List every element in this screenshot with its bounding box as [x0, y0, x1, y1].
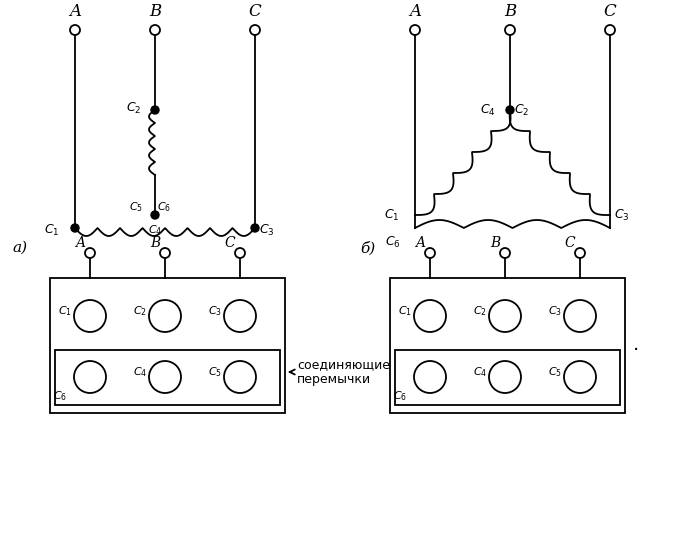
Text: B: B — [504, 3, 516, 21]
Text: $C_2$: $C_2$ — [514, 102, 529, 118]
Bar — [395, 350, 620, 405]
Text: A: A — [409, 3, 421, 21]
Text: $C_3$: $C_3$ — [548, 304, 562, 318]
Circle shape — [151, 106, 159, 114]
Text: $C_5$: $C_5$ — [548, 365, 562, 379]
Text: B: B — [490, 236, 500, 250]
Text: B: B — [149, 3, 161, 21]
Bar — [50, 278, 285, 413]
Text: $C_4$: $C_4$ — [133, 365, 147, 379]
Text: C: C — [225, 236, 235, 250]
Text: а): а) — [12, 241, 27, 255]
Text: $C_6$: $C_6$ — [157, 200, 171, 214]
Text: $C_6$: $C_6$ — [393, 389, 407, 403]
Circle shape — [251, 224, 259, 232]
Text: .: . — [633, 335, 639, 354]
Bar — [55, 350, 280, 405]
Text: $C_2$: $C_2$ — [126, 100, 141, 115]
Text: $C_1$: $C_1$ — [384, 208, 399, 223]
Text: A: A — [415, 236, 425, 250]
Text: C: C — [248, 3, 261, 21]
Text: $C_5$: $C_5$ — [129, 200, 143, 214]
Bar — [390, 278, 625, 413]
Text: $C_1$: $C_1$ — [58, 304, 72, 318]
Text: C: C — [565, 236, 575, 250]
Circle shape — [506, 106, 514, 114]
Text: $C_4$: $C_4$ — [480, 102, 496, 118]
Circle shape — [71, 224, 79, 232]
Text: $C_4$: $C_4$ — [473, 365, 487, 379]
Text: $C_1$: $C_1$ — [398, 304, 412, 318]
Text: $C_3$: $C_3$ — [208, 304, 222, 318]
Text: $C_5$: $C_5$ — [208, 365, 222, 379]
Text: $C_1$: $C_1$ — [43, 222, 59, 237]
Circle shape — [151, 211, 159, 219]
Text: A: A — [69, 3, 81, 21]
Text: $C_3$: $C_3$ — [259, 222, 274, 237]
Text: $C_6$: $C_6$ — [53, 389, 67, 403]
Text: $C_2$: $C_2$ — [473, 304, 487, 318]
Text: C: C — [603, 3, 617, 21]
Text: A: A — [75, 236, 85, 250]
Text: $C_6$: $C_6$ — [385, 235, 401, 249]
Text: $C_2$: $C_2$ — [133, 304, 147, 318]
Text: соединяющие
перемычки: соединяющие перемычки — [290, 358, 390, 386]
Text: B: B — [150, 236, 160, 250]
Text: $C_3$: $C_3$ — [614, 208, 629, 223]
Text: $C_4$: $C_4$ — [148, 223, 162, 237]
Text: б): б) — [360, 241, 375, 255]
